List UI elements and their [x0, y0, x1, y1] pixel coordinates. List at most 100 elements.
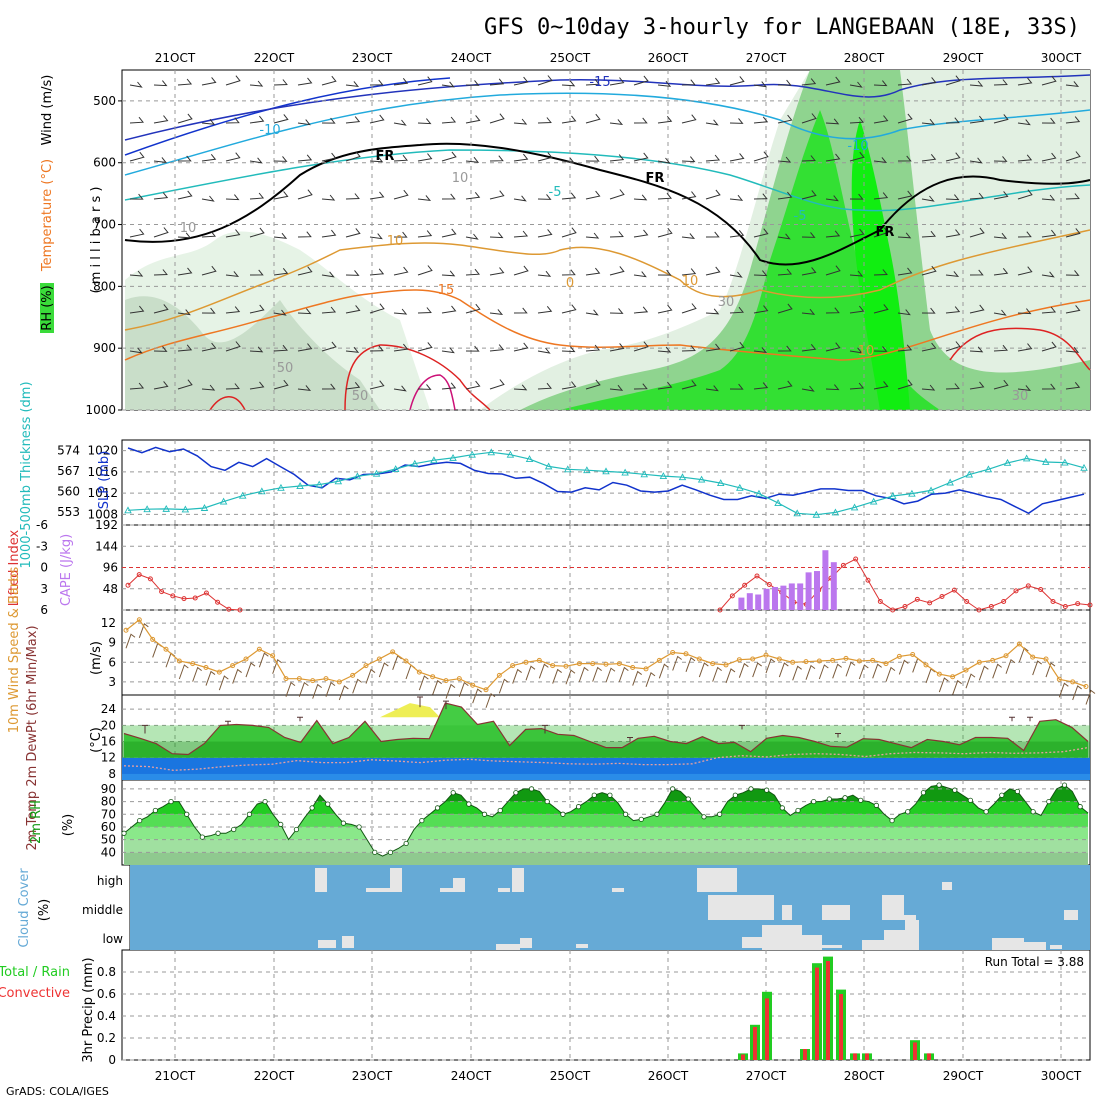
wind-barb [369, 345, 384, 352]
surface-wind-barb [805, 664, 816, 680]
wind-barb [633, 383, 648, 390]
rh-marker [372, 849, 378, 855]
wind-barb [129, 81, 143, 88]
wind-barb [177, 113, 193, 124]
temp-minmax-bar [142, 724, 148, 734]
wind-barb [153, 157, 168, 164]
wind-barb [225, 229, 241, 238]
wind-barb [273, 191, 289, 200]
lifted-index-marker [1001, 599, 1007, 604]
surface-wind-barb [992, 663, 1002, 679]
wind-barb [633, 117, 648, 124]
wind-barb [729, 194, 744, 201]
wind-barb [657, 80, 672, 87]
wind-barb [969, 269, 984, 276]
wind-barb [369, 233, 383, 240]
surface-wind-barb [338, 685, 349, 701]
thickness-marker [678, 473, 687, 481]
contour-label: 10 [682, 274, 699, 289]
cloud-cell [782, 905, 792, 920]
wind-barb [297, 308, 312, 315]
wind-barb [537, 382, 552, 390]
wind-barb [729, 229, 745, 238]
wind-speed-marker [363, 663, 369, 669]
contour-label: FR [646, 171, 665, 186]
wind-barb [417, 342, 433, 352]
temp-minmax-bar [297, 716, 303, 722]
cloud-cell [992, 938, 1024, 950]
wind-barb [1041, 152, 1057, 162]
wind-barb [945, 271, 960, 278]
wind-barb [585, 379, 601, 390]
wind-speed-marker [656, 657, 662, 663]
wind-barb [705, 266, 721, 276]
wind-barb [177, 267, 193, 276]
cloud-cell [366, 888, 394, 892]
lifted-index-marker [192, 595, 198, 601]
wind-barb [489, 267, 505, 276]
thickness-marker [1061, 458, 1069, 466]
wind-tick: 12 [101, 616, 116, 630]
cloud-cell [884, 930, 906, 950]
precip-convective-bar [853, 1053, 857, 1060]
rh-marker [356, 824, 362, 830]
contour-label: 50 [277, 361, 294, 376]
panel-frame-precip [121, 949, 1091, 1061]
lifted-index-marker [1087, 602, 1093, 608]
wind-barb [129, 193, 144, 200]
wind-barb [1065, 228, 1081, 238]
lifted-index-marker [215, 599, 221, 605]
wind-tick: 3 [108, 675, 116, 689]
contour-label: -5 [794, 209, 807, 224]
wind-barb [681, 268, 697, 276]
lifted-index-marker [203, 590, 209, 596]
thickness-marker [258, 487, 266, 495]
wind-speed-line [125, 618, 1087, 691]
rh-marker [513, 790, 519, 796]
wind-speed-marker [1070, 679, 1076, 685]
wind-barb [321, 152, 337, 162]
contour-20 [209, 327, 1091, 411]
wind-barb [609, 343, 625, 352]
wind-speed-marker [283, 676, 289, 682]
wind-barb [849, 81, 863, 88]
upper-wind-barbs [129, 75, 1081, 392]
wind-barb [1041, 271, 1055, 278]
thickness-marker [850, 503, 859, 511]
wind-barb [1041, 194, 1056, 201]
precip-tick: 0.8 [97, 965, 116, 979]
rh-marker [184, 811, 190, 817]
rh-marker [419, 817, 425, 824]
rh-marker [325, 801, 331, 807]
wind-barb [849, 151, 865, 162]
thickness-marker [162, 504, 170, 512]
date-tick-bottom: 26OCT [648, 1069, 689, 1083]
wind-barb [249, 381, 265, 390]
wind-barb [993, 309, 1007, 316]
rh-marker [1077, 804, 1083, 810]
surface-wind-barb [138, 623, 149, 638]
rh-tick: 90 [101, 782, 116, 796]
wind-speed-marker [256, 646, 262, 652]
wind-unit-label: (m/s) [89, 641, 104, 675]
wind-barb [825, 342, 841, 352]
rh-marker [278, 821, 284, 828]
wind-barb [489, 344, 505, 352]
wind-barb [777, 233, 791, 240]
surface-wind-barb [472, 688, 482, 704]
wind-barb [681, 233, 696, 240]
thickness-marker [984, 465, 993, 473]
thickness-marker [525, 455, 534, 463]
lifted-index-marker [181, 596, 187, 602]
wind-barb [417, 118, 432, 125]
surface-wind-barb [298, 681, 309, 697]
wind-speed-marker [923, 662, 929, 668]
wind-barb [705, 119, 719, 126]
wind-barb [801, 267, 817, 276]
wind-barb [825, 384, 840, 391]
lifted-index-marker [840, 562, 846, 568]
thickness-marker [1080, 463, 1088, 471]
surface-wind-barb [445, 683, 456, 699]
wind-barb [561, 304, 577, 314]
wind-barb [633, 229, 649, 238]
